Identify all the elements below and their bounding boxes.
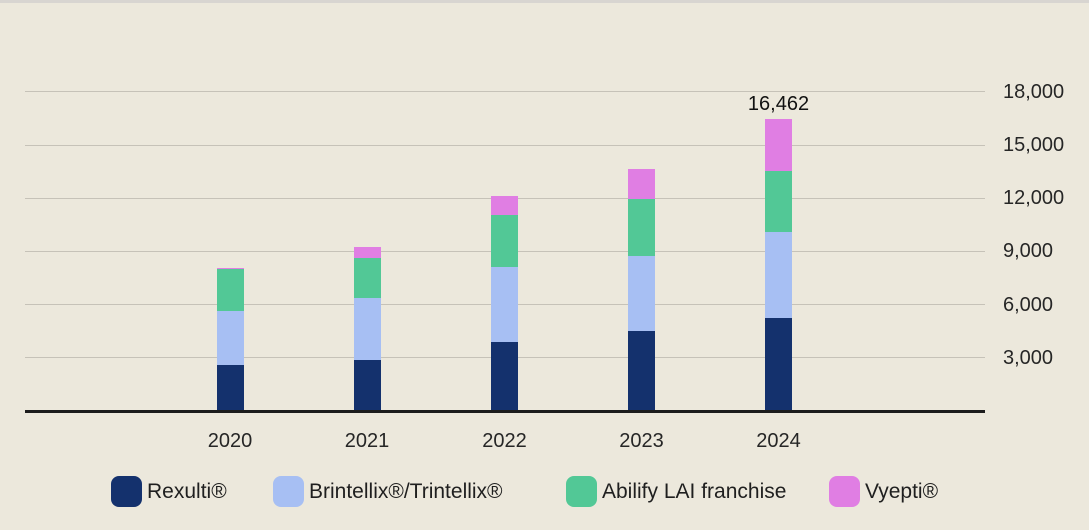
y-tick-label-12000: 12,000 bbox=[1003, 187, 1065, 210]
legend-label-vyepti: Vyepti® bbox=[865, 480, 939, 503]
bar-segment-abilify-lai-franchise-2024 bbox=[765, 170, 792, 233]
gridline-18000 bbox=[25, 91, 985, 93]
bar-segment-brintellix-trintellix-2022 bbox=[491, 266, 518, 343]
bar-segment-rexulti-2020 bbox=[216, 364, 244, 411]
legend-swatch-vyepti bbox=[829, 476, 860, 507]
bar-segment-abilify-lai-franchise-2021 bbox=[353, 257, 381, 298]
x-tick-label-2024: 2024 bbox=[756, 430, 801, 452]
bar-segment-brintellix-trintellix-2023 bbox=[628, 255, 655, 332]
x-axis-line bbox=[25, 410, 985, 413]
y-tick-label-18000: 18,000 bbox=[1003, 80, 1065, 103]
bar-segment-vyepti-2023 bbox=[628, 168, 655, 200]
legend-swatch-rexulti bbox=[111, 476, 142, 507]
bar-segment-abilify-lai-franchise-2020 bbox=[216, 269, 244, 311]
legend-label-brintellix-trintellix: Brintellix®/Trintellix® bbox=[309, 480, 503, 503]
bar-segment-abilify-lai-franchise-2023 bbox=[628, 199, 655, 256]
legend-swatch-brintellix-trintellix bbox=[273, 476, 304, 507]
total-data-label-2024: 16,462 bbox=[747, 93, 810, 116]
y-tick-label-15000: 15,000 bbox=[1003, 134, 1065, 156]
bar-segment-rexulti-2023 bbox=[628, 331, 655, 411]
bar-segment-brintellix-trintellix-2024 bbox=[765, 232, 792, 319]
bar-segment-brintellix-trintellix-2020 bbox=[216, 310, 244, 365]
legend-swatch-abilify-lai-franchise bbox=[566, 476, 597, 507]
y-tick-label-9000: 9,000 bbox=[1003, 240, 1054, 263]
bar-segment-rexulti-2022 bbox=[491, 342, 518, 411]
legend-label-abilify-lai-franchise: Abilify LAI franchise bbox=[602, 480, 787, 503]
bar-segment-rexulti-2021 bbox=[353, 360, 381, 411]
x-tick-label-2022: 2022 bbox=[482, 430, 527, 452]
legend-item-abilify-lai-franchise: Abilify LAI franchise bbox=[566, 476, 786, 507]
bar-segment-rexulti-2024 bbox=[765, 318, 792, 411]
bar-segment-abilify-lai-franchise-2022 bbox=[491, 214, 518, 267]
x-tick-label-2023: 2023 bbox=[619, 430, 664, 452]
bar-segment-vyepti-2022 bbox=[491, 195, 518, 215]
window-top-edge bbox=[0, 0, 1089, 3]
bar-segment-vyepti-2021 bbox=[353, 246, 381, 258]
y-tick-label-3000: 3,000 bbox=[1003, 346, 1054, 369]
bar-segment-vyepti-2024 bbox=[765, 119, 792, 171]
x-tick-label-2020: 2020 bbox=[207, 430, 253, 452]
x-tick-label-2021: 2021 bbox=[344, 430, 390, 452]
bar-segment-vyepti-2020 bbox=[216, 267, 244, 270]
gridline-15000 bbox=[25, 144, 985, 146]
y-tick-label-6000: 6,000 bbox=[1003, 293, 1054, 316]
legend-label-rexulti: Rexulti® bbox=[147, 480, 227, 503]
bar-segment-brintellix-trintellix-2021 bbox=[353, 297, 381, 361]
legend-item-brintellix-trintellix: Brintellix®/Trintellix® bbox=[273, 476, 503, 507]
legend-item-rexulti: Rexulti® bbox=[111, 476, 227, 507]
legend-item-vyepti: Vyepti® bbox=[829, 476, 938, 507]
